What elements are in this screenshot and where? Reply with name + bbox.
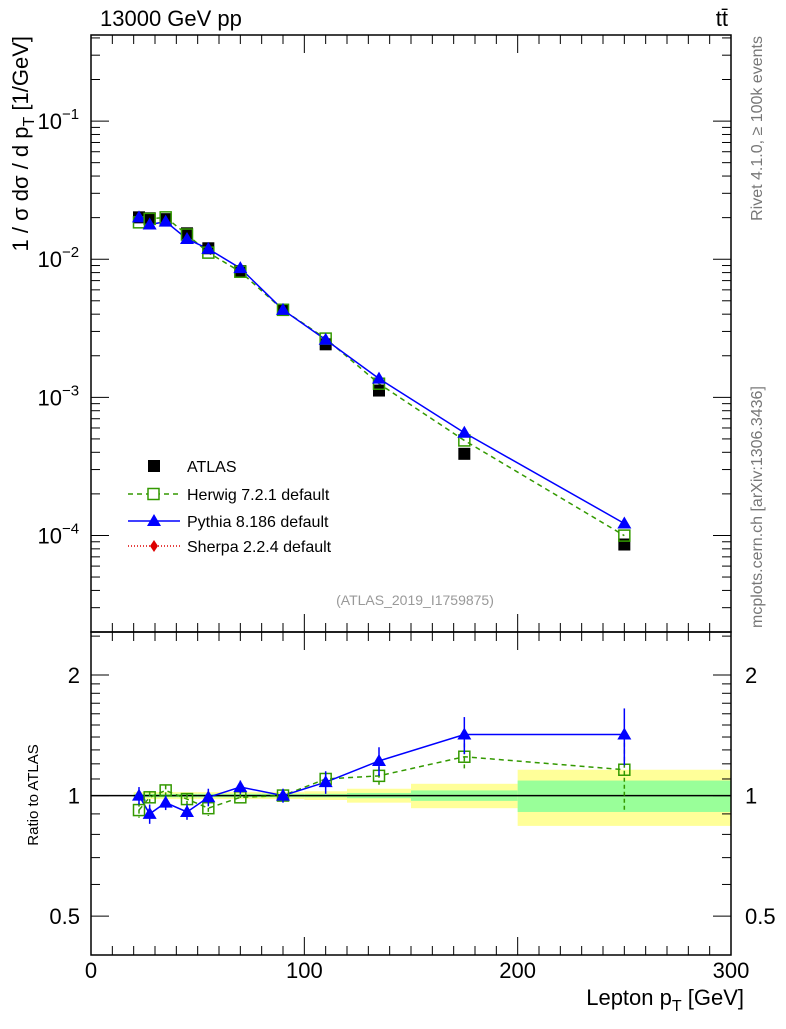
pythia-ratio-point <box>276 788 290 801</box>
pythia-point <box>201 241 216 254</box>
pythia-point <box>318 332 333 345</box>
atlas-point <box>458 447 471 460</box>
y-tick-exponent: −3 <box>62 382 79 399</box>
ratio-y-axis-label: Ratio to ATLAS <box>25 744 42 845</box>
pythia-point <box>233 261 248 274</box>
legend-sherpa-marker <box>150 540 158 552</box>
analysis-label: (ATLAS_2019_I1759875) <box>336 592 494 608</box>
title-right: tt̄ <box>716 6 728 31</box>
atlas-point <box>373 384 385 397</box>
ratio-tick-label-right: 0.5 <box>745 904 776 929</box>
pythia-ratio-point <box>318 775 333 788</box>
pythia-ratio-point <box>233 780 248 793</box>
ratio-tick-label: 1 <box>68 784 80 809</box>
axis-label-part: 1 / σ dσ / d p <box>8 127 33 252</box>
pythia-ratio-point <box>201 790 216 803</box>
axis-label-part: [GeV] <box>682 985 744 1010</box>
pythia-point <box>142 217 157 230</box>
pythia-point <box>276 302 290 315</box>
legend-atlas-marker <box>148 460 160 472</box>
legend-pythia-marker <box>147 514 161 526</box>
herwig-ratio-point <box>132 803 146 817</box>
ratio-tick-label-right: 2 <box>745 663 757 688</box>
side-label-top: Rivet 4.1.0, ≥ 100k events <box>749 36 766 221</box>
axes <box>90 34 732 956</box>
pythia-line <box>138 216 625 525</box>
pythia-ratio-point <box>142 806 157 819</box>
pythia-point <box>180 231 194 244</box>
ratio-tick-label: 0.5 <box>49 904 80 929</box>
x-tick-label: 300 <box>713 958 750 983</box>
axis-label-part: [1/GeV] <box>8 36 33 117</box>
herwig-ratio-point <box>143 791 156 804</box>
atlas-point <box>618 538 631 551</box>
pythia-point <box>372 371 386 384</box>
axis-label-part: T <box>21 117 38 127</box>
axis-label-part: T <box>672 998 682 1015</box>
herwig-point <box>618 529 631 542</box>
y-tick-label: 10 <box>38 109 62 134</box>
y-tick-label: 10 <box>38 523 62 548</box>
data-marks <box>128 210 632 824</box>
y-tick-label: 10 <box>38 247 62 272</box>
pythia-ratio-point <box>457 727 472 740</box>
pythia-ratio-point <box>158 795 173 808</box>
x-tick-label: 100 <box>286 958 323 983</box>
pythia-point <box>158 214 173 227</box>
pythia-point <box>457 425 472 438</box>
pythia-point <box>132 210 146 223</box>
legend-label: Sherpa 2.2.4 default <box>187 539 332 556</box>
pythia-ratio-point <box>180 804 194 817</box>
x-axis-label: Lepton pT [GeV] <box>586 985 744 1015</box>
ratio-tick-label-right: 1 <box>745 784 757 809</box>
ratio-tick-label: 2 <box>68 663 80 688</box>
y-tick-exponent: −2 <box>62 244 79 261</box>
pythia-ratio-point <box>372 753 386 766</box>
y-tick-exponent: −1 <box>62 106 79 123</box>
y-tick-label: 10 <box>38 385 62 410</box>
x-tick-label: 0 <box>85 958 97 983</box>
legend-label: Pythia 8.186 default <box>187 514 329 531</box>
pythia-point <box>617 516 632 529</box>
title-left: 13000 GeV pp <box>100 6 242 31</box>
legend-herwig-marker <box>147 487 160 501</box>
pythia-ratio-point <box>617 727 632 740</box>
side-label-bottom: mcplots.cern.ch [arXiv:1306.3436] <box>749 386 766 628</box>
pythia-ratio-point <box>132 788 146 801</box>
legend-label: Herwig 7.2.1 default <box>187 487 330 504</box>
y-axis-label: 1 / σ dσ / d pT [1/GeV] <box>8 36 38 252</box>
axis-label-part: Lepton p <box>586 985 672 1010</box>
x-tick-label: 200 <box>499 958 536 983</box>
legend-label: ATLAS <box>187 459 237 476</box>
y-tick-exponent: −4 <box>62 520 79 537</box>
